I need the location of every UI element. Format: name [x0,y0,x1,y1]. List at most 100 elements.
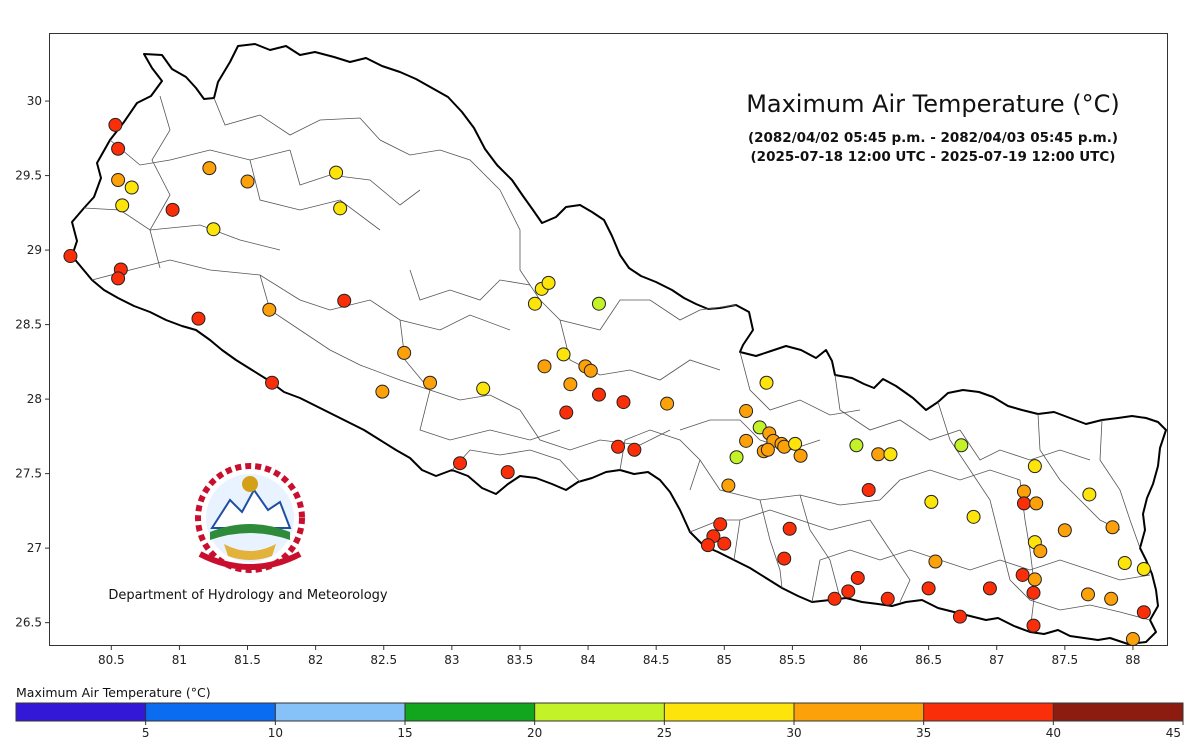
station-marker [788,436,803,451]
station-marker [1117,556,1132,571]
station-marker [1057,523,1072,538]
station-marker [861,483,876,498]
legend-tick-label: 20 [527,726,542,740]
station-marker [1136,561,1151,576]
legend-color-bar: 5 10 15 20 25 30 35 40 45 [15,702,1184,740]
station-marker [1125,632,1140,647]
x-tick-label: 81.5 [234,653,261,667]
x-tick-label: 87.5 [1051,653,1078,667]
map-title: Maximum Air Temperature (°C) [746,90,1120,118]
station-marker [333,201,348,216]
station-marker [165,202,180,217]
x-tick-label: 84.5 [643,653,670,667]
station-marker [108,117,123,132]
legend-tick-label: 30 [786,726,801,740]
x-tick-label: 81 [172,653,187,667]
station-marker [206,222,221,237]
station-marker [556,347,571,362]
station-marker [729,450,744,465]
y-tick-label: 27 [27,541,42,555]
station-marker [1029,496,1044,511]
station-marker [111,271,126,286]
station-marker [721,478,736,493]
station-marker [928,554,943,569]
station-marker [423,375,438,390]
subtitle-nepali-date: (2082/04/02 05:45 p.m. - 2082/04/03 05:4… [748,130,1118,146]
station-marker [982,581,997,596]
station-marker [717,536,732,551]
x-tick-label: 82.5 [370,653,397,667]
station-marker [827,591,842,606]
station-marker [627,442,642,457]
station-marker [1105,520,1120,535]
station-marker [777,551,792,566]
station-marker [265,375,280,390]
station-marker [1033,544,1048,559]
x-tick-label: 88 [1125,653,1140,667]
station-marker [583,363,598,378]
x-tick-label: 87 [989,653,1004,667]
station-marker [500,465,515,480]
station-marker [563,377,578,392]
station-marker [559,405,574,420]
station-marker [1082,487,1097,502]
x-axis: 80.5 81 81.5 82 82.5 83 83.5 84 84.5 85 85.5 86 86.5… [98,645,1141,667]
station-marker [880,591,895,606]
station-marker [921,581,936,596]
station-marker [760,442,775,457]
station-marker [871,447,886,462]
station-marker [111,141,126,156]
station-marker [115,198,130,213]
station-marker [527,296,542,311]
station-marker [63,249,78,264]
subtitle-utc-date: (2025-07-18 12:00 UTC - 2025-07-19 12:00… [751,149,1116,165]
y-tick-label: 26.5 [15,616,42,630]
station-marker [660,396,675,411]
station-marker [329,165,344,180]
station-marker [739,404,754,419]
legend-color-bin [16,703,146,721]
station-marker [1027,572,1042,587]
station-marker [453,456,468,471]
x-tick-label: 85.5 [779,653,806,667]
station-marker [537,359,552,374]
y-tick-label: 28.5 [15,318,42,332]
y-tick-label: 30 [27,94,42,108]
y-tick-label: 27.5 [15,467,42,481]
station-marker [375,384,390,399]
x-tick-label: 83 [444,653,459,667]
station-marker [954,438,969,453]
station-marker [202,161,217,176]
station-marker [924,494,939,509]
station-marker [759,375,774,390]
legend-color-bin [794,703,924,721]
station-marker [966,509,981,524]
station-marker [616,395,631,410]
government-emblem-logo [195,463,305,573]
legend-color-bin [405,703,535,721]
station-marker [952,609,967,624]
station-marker [591,387,606,402]
station-marker [1080,587,1095,602]
station-marker [476,381,491,396]
x-tick-label: 85 [717,653,732,667]
legend-title: Maximum Air Temperature (°C) [16,685,211,700]
x-tick-label: 80.5 [98,653,125,667]
legend-tick-label: 10 [268,726,283,740]
station-markers [63,117,1151,647]
station-marker [611,439,626,454]
legend-tick-label: 35 [916,726,931,740]
station-marker [1016,496,1031,511]
station-marker [1104,591,1119,606]
legend-tick-label: 45 [1166,726,1181,740]
x-tick-label: 84 [580,653,595,667]
x-tick-label: 86 [853,653,868,667]
station-marker [397,345,412,360]
station-marker [1136,605,1151,620]
legend-color-bin [275,703,405,721]
station-marker [782,521,797,536]
legend-color-bin [145,703,276,721]
legend-tick-label: 25 [657,726,672,740]
nepal-outline [71,43,1167,645]
